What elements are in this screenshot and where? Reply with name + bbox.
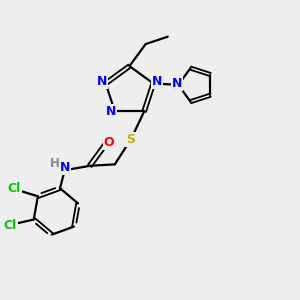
Text: S: S — [126, 133, 135, 146]
Text: N: N — [152, 75, 162, 88]
Text: O: O — [103, 136, 114, 149]
Text: Cl: Cl — [4, 219, 17, 232]
Text: N: N — [172, 77, 182, 90]
Text: H: H — [50, 157, 59, 170]
Text: Cl: Cl — [8, 182, 21, 195]
Text: N: N — [97, 75, 107, 88]
Text: N: N — [59, 161, 70, 174]
Text: N: N — [106, 106, 116, 118]
